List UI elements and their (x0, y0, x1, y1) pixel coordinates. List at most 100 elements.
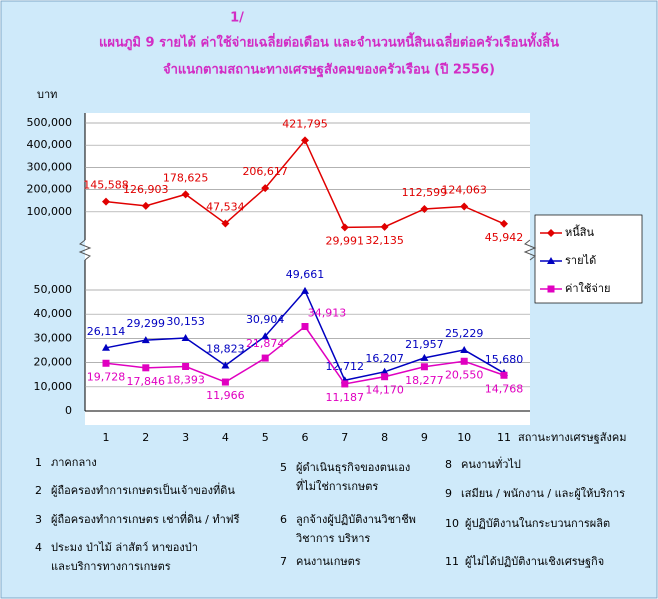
marker (221, 219, 230, 228)
y2-tick-label: 300,000 (27, 160, 73, 173)
marker (460, 357, 468, 365)
marker (181, 190, 190, 199)
data-label: 421,795 (282, 117, 328, 130)
marker (261, 332, 270, 340)
marker (181, 334, 190, 342)
marker (142, 364, 150, 372)
data-label: 14,170 (365, 384, 404, 397)
note-number: 5 (280, 461, 287, 474)
marker (420, 205, 429, 214)
y-tick-label: 30,000 (34, 331, 73, 344)
data-label: 124,063 (441, 183, 487, 196)
axis-break (78, 239, 537, 261)
legend-marker (547, 257, 555, 264)
x-tick-label: 3 (182, 431, 189, 444)
chart-title: แผนภูมิ 9 รายได้ ค่าใช้จ่ายเฉลี่ยต่อเดือ… (99, 32, 559, 51)
x-tick-label: 2 (142, 431, 149, 444)
note-number: 8 (445, 458, 452, 471)
legend-label: รายได้ (565, 254, 596, 267)
note-text: ผู้ดำเนินธุรกิจของตนเอง (296, 461, 410, 474)
note-text: และบริการทางการเกษตร (51, 560, 171, 573)
data-label: 126,903 (123, 183, 169, 196)
y2-tick-label: 100,000 (27, 205, 73, 218)
note-number: 7 (280, 555, 287, 568)
data-label: 17,846 (127, 375, 166, 388)
plot-area (85, 113, 530, 425)
data-label: 16,207 (365, 352, 404, 365)
marker (261, 184, 270, 193)
x-tick-label: 1 (103, 431, 110, 444)
marker (500, 219, 508, 228)
data-label: 49,661 (286, 268, 325, 281)
note-number: 9 (445, 487, 452, 500)
note-number: 2 (35, 484, 42, 497)
marker (340, 223, 349, 232)
marker (460, 345, 469, 353)
marker (380, 367, 389, 375)
note-number: 3 (35, 513, 42, 526)
legend-marker (547, 229, 555, 237)
data-label: 178,625 (163, 171, 209, 184)
y2-tick-label: 200,000 (27, 183, 73, 196)
marker (102, 343, 110, 351)
data-label: 112,599 (402, 186, 448, 199)
data-label: 29,299 (127, 317, 166, 330)
note-text: ลูกจ้างผู้ปฏิบัติงานวิชาชีพ (296, 513, 416, 526)
note-text: ผู้ถือครองทำการเกษตรเป็นเจ้าของที่ดิน (51, 482, 235, 497)
x-tick-label: 11 (497, 431, 511, 444)
marker (221, 361, 230, 369)
data-label: 11,187 (326, 391, 365, 404)
data-label: 18,823 (206, 342, 245, 355)
data-label: 45,942 (485, 231, 524, 244)
marker (102, 359, 110, 367)
y-tick-label: 50,000 (34, 283, 73, 296)
note-text: วิชาการ บริหาร (295, 532, 370, 545)
chart-subtitle: จำแนกตามสถานะทางเศรษฐสังคมของครัวเรือน (… (163, 62, 495, 79)
note-text: ประมง ป่าไม้ ล่าสัตว์ หาของป่า (51, 541, 198, 554)
data-label: 29,991 (326, 234, 365, 247)
note-number: 11 (445, 555, 459, 568)
y-tick-label: 0 (65, 404, 72, 417)
y-axis-label: บาท (37, 88, 57, 101)
data-label: 145,588 (83, 179, 129, 192)
y2-tick-label: 500,000 (27, 116, 73, 129)
note-text: คนงานทั่วไป (461, 456, 521, 471)
marker (420, 353, 429, 361)
legend-label: ค่าใช้จ่าย (565, 282, 610, 295)
x-tick-label: 5 (262, 431, 269, 444)
data-label: 25,229 (445, 327, 484, 340)
title-note: 1/ (230, 11, 244, 26)
x-tick-label: 7 (341, 431, 348, 444)
marker (380, 222, 389, 231)
marker (460, 202, 469, 211)
x-tick-label: 6 (302, 431, 309, 444)
marker (301, 136, 309, 145)
marker (381, 373, 389, 381)
note-text: ที่ไม่ใช่การเกษตร (296, 478, 378, 493)
note-number: 1 (35, 456, 42, 469)
data-label: 32,135 (365, 234, 404, 247)
data-label: 21,957 (405, 338, 444, 351)
y-tick-label: 20,000 (34, 356, 73, 369)
marker (500, 371, 508, 379)
x-tick-label: 4 (222, 431, 229, 444)
note-text: ผู้ถือครองทำการเกษตร เช่าที่ดิน / ทำฟรี (51, 511, 240, 526)
marker (341, 380, 349, 388)
note-number: 4 (35, 541, 42, 554)
data-label: 18,277 (405, 374, 444, 387)
note-text: คนงานเกษตร (296, 555, 361, 568)
note-number: 10 (445, 517, 459, 530)
x-tick-label: 8 (381, 431, 388, 444)
x-tick-label: 10 (457, 431, 471, 444)
marker (221, 378, 229, 386)
data-label: 11,966 (206, 389, 245, 402)
marker (301, 286, 309, 294)
marker (420, 363, 428, 371)
data-label: 30,904 (246, 313, 285, 326)
marker (261, 354, 269, 362)
data-label: 15,680 (485, 353, 524, 366)
data-label: 19,728 (87, 370, 126, 383)
note-text: ผู้ไม่ได้ปฏิบัติงานเชิงเศรษฐกิจ (465, 555, 604, 568)
